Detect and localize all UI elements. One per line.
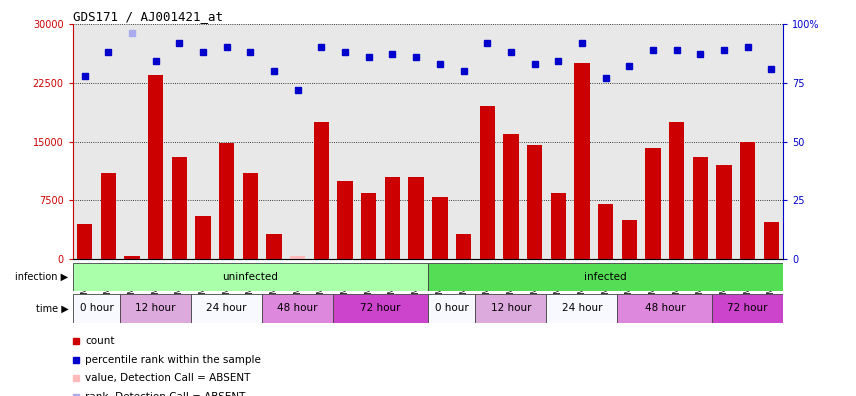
- Text: percentile rank within the sample: percentile rank within the sample: [86, 355, 261, 365]
- Bar: [337, 181, 353, 259]
- Text: 12 hour: 12 hour: [135, 303, 175, 314]
- Bar: [73, 263, 428, 291]
- Bar: [550, 192, 566, 259]
- Bar: [361, 192, 377, 259]
- Bar: [172, 157, 187, 259]
- Bar: [266, 234, 282, 259]
- Bar: [645, 148, 661, 259]
- Bar: [503, 134, 519, 259]
- Text: GDS171 / AJ001421_at: GDS171 / AJ001421_at: [73, 10, 223, 23]
- Bar: [716, 165, 732, 259]
- Bar: [191, 294, 262, 323]
- Text: 0 hour: 0 hour: [435, 303, 468, 314]
- Bar: [621, 220, 637, 259]
- Text: 24 hour: 24 hour: [562, 303, 602, 314]
- Text: 12 hour: 12 hour: [490, 303, 531, 314]
- Text: rank, Detection Call = ABSENT: rank, Detection Call = ABSENT: [86, 392, 246, 396]
- Bar: [195, 216, 211, 259]
- Bar: [101, 173, 116, 259]
- Bar: [428, 294, 475, 323]
- Bar: [333, 294, 428, 323]
- Bar: [475, 294, 546, 323]
- Text: infected: infected: [585, 272, 627, 282]
- Bar: [456, 234, 471, 259]
- Bar: [432, 196, 448, 259]
- Bar: [290, 256, 306, 259]
- Bar: [546, 294, 617, 323]
- Bar: [740, 142, 755, 259]
- Bar: [408, 177, 424, 259]
- Bar: [262, 294, 333, 323]
- Bar: [243, 173, 258, 259]
- Bar: [617, 294, 712, 323]
- Bar: [148, 75, 163, 259]
- Bar: [712, 294, 783, 323]
- Bar: [77, 224, 92, 259]
- Bar: [598, 204, 613, 259]
- Bar: [120, 294, 191, 323]
- Bar: [574, 63, 590, 259]
- Bar: [527, 145, 542, 259]
- Text: 48 hour: 48 hour: [277, 303, 318, 314]
- Text: 72 hour: 72 hour: [728, 303, 768, 314]
- Text: time ▶: time ▶: [36, 303, 68, 314]
- Bar: [428, 263, 783, 291]
- Bar: [764, 222, 779, 259]
- Bar: [385, 177, 400, 259]
- Text: 24 hour: 24 hour: [206, 303, 247, 314]
- Text: 0 hour: 0 hour: [80, 303, 113, 314]
- Bar: [314, 122, 329, 259]
- Text: value, Detection Call = ABSENT: value, Detection Call = ABSENT: [86, 373, 251, 383]
- Text: count: count: [86, 336, 115, 346]
- Text: 72 hour: 72 hour: [360, 303, 401, 314]
- Text: 48 hour: 48 hour: [645, 303, 685, 314]
- Bar: [124, 256, 140, 259]
- Bar: [669, 122, 684, 259]
- Bar: [219, 143, 235, 259]
- Text: uninfected: uninfected: [223, 272, 278, 282]
- Bar: [73, 294, 120, 323]
- Bar: [693, 157, 708, 259]
- Bar: [479, 106, 495, 259]
- Text: infection ▶: infection ▶: [15, 272, 68, 282]
